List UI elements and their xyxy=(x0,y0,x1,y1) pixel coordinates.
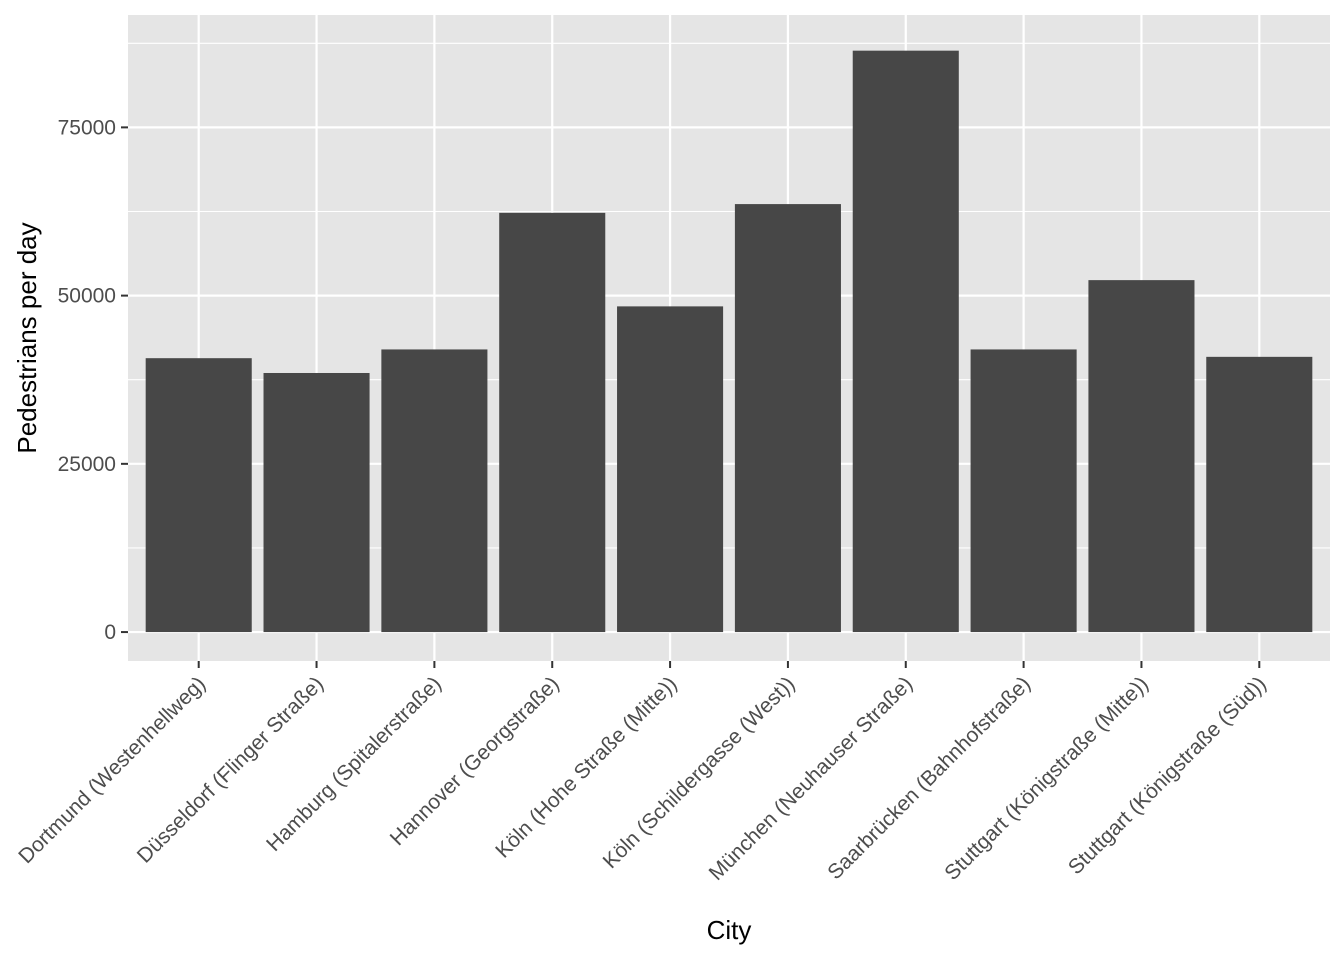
x-tick-label: Köln (Schildergasse (West)) xyxy=(599,672,800,873)
bar xyxy=(734,204,841,633)
bar xyxy=(970,349,1077,633)
x-tick-label: Saarbrücken (Bahnhofstraße) xyxy=(823,672,1035,884)
x-tick-label: Düsseldorf (Flinger Straße) xyxy=(133,672,328,867)
bar xyxy=(617,306,724,633)
y-axis: 0 25000 50000 75000 xyxy=(58,116,128,644)
y-tick-label: 50000 xyxy=(58,285,116,308)
x-tick-label: Stuttgart (Königstraße (Süd)) xyxy=(1064,672,1271,879)
y-tick-label: 0 xyxy=(104,621,116,644)
y-tick-label: 75000 xyxy=(58,116,116,139)
x-tick-label: München (Neuhauser Straße) xyxy=(705,672,918,885)
bar xyxy=(381,349,488,633)
bar xyxy=(145,358,252,633)
bar xyxy=(1206,356,1313,633)
y-axis-title: Pedestrians per day xyxy=(12,222,42,453)
x-axis-title: City xyxy=(707,915,752,945)
y-tick-label: 25000 xyxy=(58,453,116,476)
bar xyxy=(499,212,606,633)
bar xyxy=(263,372,370,633)
x-tick-label: Dortmund (Westenhellweg) xyxy=(14,672,210,868)
bar xyxy=(852,50,959,633)
bar xyxy=(1088,280,1195,633)
x-axis: Dortmund (Westenhellweg)Düsseldorf (Flin… xyxy=(14,661,1271,885)
x-tick-label: Stuttgart (Königstraße (Mitte)) xyxy=(940,672,1153,885)
bars xyxy=(145,50,1313,633)
